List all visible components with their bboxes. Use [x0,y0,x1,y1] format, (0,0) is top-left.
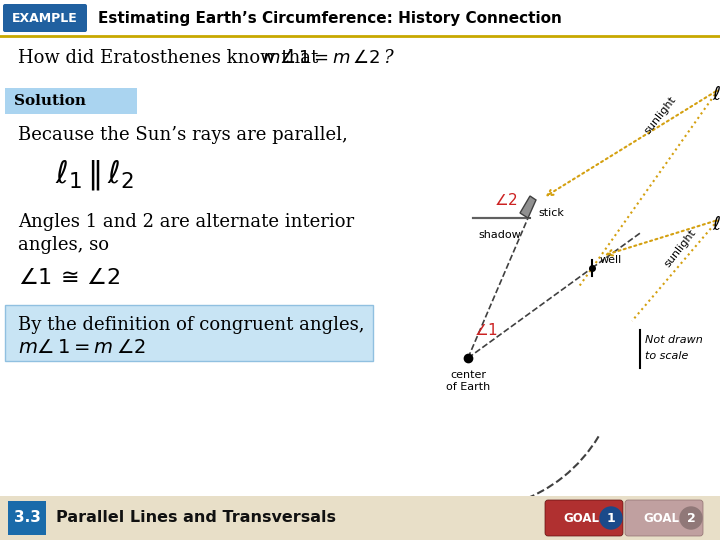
Text: shadow: shadow [479,230,521,240]
FancyBboxPatch shape [5,88,137,114]
FancyBboxPatch shape [5,305,373,361]
Text: $m\angle\,1 = m\,\angle 2\,$?: $m\angle\,1 = m\,\angle 2\,$? [262,49,395,67]
Text: $\angle 1$: $\angle 1$ [474,322,498,338]
Text: center: center [450,370,486,380]
Text: to scale: to scale [645,351,688,361]
Bar [0,496,720,540]
Text: sunlight: sunlight [662,227,698,269]
Text: well: well [600,255,622,265]
Text: EXAMPLE: EXAMPLE [12,11,78,24]
Text: Parallel Lines and Transversals: Parallel Lines and Transversals [56,510,336,525]
Text: How did Eratosthenes know that: How did Eratosthenes know that [18,49,324,67]
Text: $\ell_1$: $\ell_1$ [712,84,720,106]
Polygon shape [520,196,536,218]
Text: Not drawn: Not drawn [645,335,703,345]
Text: Because the Sun’s rays are parallel,: Because the Sun’s rays are parallel, [18,126,348,144]
Text: $\angle 1\,\cong\,\angle 2$: $\angle 1\,\cong\,\angle 2$ [18,267,120,289]
Text: sunlight: sunlight [642,94,678,136]
Text: Estimating Earth’s Circumference: History Connection: Estimating Earth’s Circumference: Histor… [98,10,562,25]
FancyBboxPatch shape [545,500,623,536]
Text: GOAL: GOAL [643,511,679,524]
Text: stick: stick [538,208,564,218]
Text: GOAL: GOAL [563,511,599,524]
Text: of Earth: of Earth [446,382,490,392]
Text: Angles 1 and 2 are alternate interior: Angles 1 and 2 are alternate interior [18,213,354,231]
Text: Solution: Solution [14,94,86,108]
FancyBboxPatch shape [8,501,46,535]
FancyBboxPatch shape [3,4,87,32]
Text: $m\angle\,1 = m\,\angle 2$: $m\angle\,1 = m\,\angle 2$ [18,339,146,357]
Text: 1: 1 [607,511,616,524]
Text: $\ell_1\,\|\,\ell_2$: $\ell_1\,\|\,\ell_2$ [55,158,134,192]
Text: 3.3: 3.3 [14,510,40,525]
Text: By the definition of congruent angles,: By the definition of congruent angles, [18,316,364,334]
FancyBboxPatch shape [625,500,703,536]
Circle shape [680,507,702,529]
Text: angles, so: angles, so [18,236,109,254]
Text: 2: 2 [687,511,696,524]
Circle shape [600,507,622,529]
Text: $\ell_2$: $\ell_2$ [712,214,720,236]
Text: $\angle 2$: $\angle 2$ [494,192,518,208]
